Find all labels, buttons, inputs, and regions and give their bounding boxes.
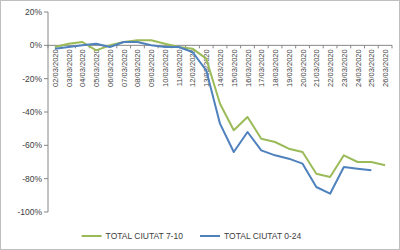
y-tick — [44, 145, 48, 146]
x-tick-label: 03/03/2020 — [65, 49, 74, 87]
x-tick — [254, 45, 255, 48]
x-tick-label: 07/03/2020 — [120, 49, 129, 87]
y-tick — [44, 45, 48, 46]
series-line — [55, 40, 385, 177]
x-tick-label: 06/03/2020 — [106, 49, 115, 87]
y-tick — [44, 112, 48, 113]
x-tick — [199, 45, 200, 48]
x-tick-label: 02/03/2020 — [51, 49, 60, 87]
x-tick — [48, 45, 49, 48]
x-tick-label: 26/03/2020 — [381, 49, 390, 87]
x-tick — [295, 45, 296, 48]
x-tick-label: 14/03/2020 — [216, 49, 225, 87]
x-tick-label: 16/03/2020 — [244, 49, 253, 87]
y-tick — [44, 212, 48, 213]
x-tick-label: 05/03/2020 — [92, 49, 101, 87]
x-tick-label: 11/03/2020 — [175, 49, 184, 86]
x-tick-label: 10/03/2020 — [161, 49, 170, 87]
y-tick — [44, 178, 48, 179]
x-tick — [226, 45, 227, 48]
y-tick-label: -60% — [22, 140, 42, 150]
legend-swatch — [82, 235, 102, 237]
x-tick-label: 18/03/2020 — [271, 49, 280, 87]
x-tick — [268, 45, 269, 48]
x-tick-label: 08/03/2020 — [133, 49, 142, 87]
y-tick-label: 0% — [30, 40, 43, 50]
x-tick-label: 20/03/2020 — [299, 49, 308, 87]
x-tick-label: 25/03/2020 — [367, 49, 376, 87]
chart: -100% -80% -60% -40% -20% 0% 20% 02/03/2020 03/0… — [0, 0, 400, 250]
x-tick-label: 15/03/2020 — [230, 49, 239, 87]
y-tick-label: -40% — [22, 107, 42, 117]
x-tick — [240, 45, 241, 48]
x-tick — [350, 45, 351, 48]
x-tick-label: 17/03/2020 — [257, 49, 266, 87]
x-tick — [116, 45, 117, 48]
x-tick-label: 21/03/2020 — [312, 49, 321, 87]
legend-swatch — [200, 235, 220, 237]
x-tick — [323, 45, 324, 48]
x-tick — [281, 45, 282, 48]
y-tick-label: -20% — [22, 74, 42, 84]
x-tick — [378, 45, 379, 48]
legend-label: TOTAL CIUTAT 0-24 — [224, 231, 302, 241]
legend-label: TOTAL CIUTAT 7-10 — [106, 231, 184, 241]
y-tick-label: -80% — [22, 174, 42, 184]
y-tick-label: -100% — [17, 207, 42, 217]
x-tick-label: 19/03/2020 — [285, 49, 294, 87]
x-tick-label: 22/03/2020 — [326, 49, 335, 87]
x-tick — [392, 45, 393, 48]
x-tick — [144, 45, 145, 48]
x-tick-label: 24/03/2020 — [354, 49, 363, 87]
y-tick-label: 20% — [25, 7, 42, 17]
chart-border — [1, 1, 400, 250]
x-tick-label: 12/03/2020 — [188, 49, 197, 87]
x-tick-label: 09/03/2020 — [147, 49, 156, 87]
y-tick — [44, 12, 48, 13]
series-line — [55, 42, 371, 194]
x-tick — [309, 45, 310, 48]
x-tick — [364, 45, 365, 48]
x-tick-label: 23/03/2020 — [340, 49, 349, 87]
x-tick — [336, 45, 337, 48]
x-tick-label: 04/03/2020 — [78, 49, 87, 87]
x-tick — [130, 45, 131, 48]
series-group — [55, 40, 385, 193]
y-tick — [44, 78, 48, 79]
x-tick — [213, 45, 214, 48]
